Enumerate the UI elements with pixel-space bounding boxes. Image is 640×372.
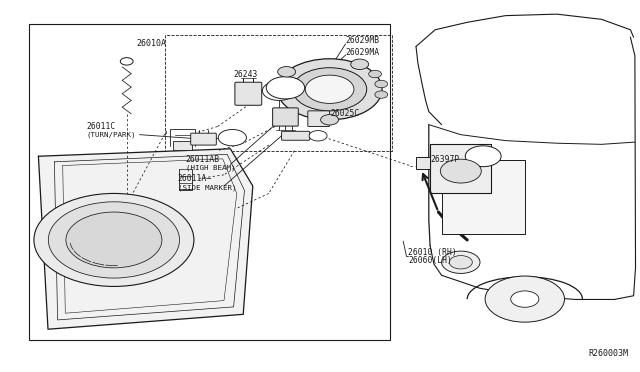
- Text: 26060(LH): 26060(LH): [408, 256, 452, 265]
- Circle shape: [351, 59, 369, 70]
- Circle shape: [511, 291, 539, 307]
- Circle shape: [278, 67, 296, 77]
- Circle shape: [440, 159, 481, 183]
- Text: 26011AB: 26011AB: [186, 155, 220, 164]
- Circle shape: [120, 58, 133, 65]
- Text: 26011C: 26011C: [86, 122, 116, 131]
- Circle shape: [49, 202, 179, 278]
- Text: R260003M: R260003M: [589, 349, 628, 358]
- Bar: [416, 157, 430, 169]
- Circle shape: [34, 193, 194, 286]
- Circle shape: [292, 68, 367, 111]
- Circle shape: [369, 70, 381, 78]
- Circle shape: [321, 115, 339, 125]
- Bar: [442, 160, 525, 234]
- Text: 26025C: 26025C: [330, 109, 360, 118]
- Text: 26011A—: 26011A—: [178, 174, 212, 183]
- Circle shape: [375, 80, 388, 88]
- Circle shape: [262, 81, 296, 100]
- Circle shape: [449, 256, 472, 269]
- Circle shape: [375, 91, 388, 98]
- Bar: [29, 24, 390, 340]
- Bar: [173, 141, 192, 150]
- Circle shape: [277, 59, 382, 120]
- Circle shape: [218, 129, 246, 146]
- Text: (TURN/PARK): (TURN/PARK): [86, 132, 136, 138]
- Circle shape: [309, 131, 327, 141]
- Text: (HIGH BEAM): (HIGH BEAM): [186, 165, 235, 171]
- Circle shape: [485, 276, 564, 322]
- Polygon shape: [38, 149, 253, 329]
- Text: 26029MA: 26029MA: [346, 48, 380, 57]
- FancyBboxPatch shape: [235, 82, 262, 105]
- Circle shape: [442, 251, 480, 273]
- Circle shape: [305, 75, 354, 103]
- Text: 26243: 26243: [234, 70, 258, 79]
- FancyBboxPatch shape: [273, 108, 298, 126]
- Text: 26397P: 26397P: [430, 155, 460, 164]
- Text: 26010 (RH): 26010 (RH): [408, 248, 457, 257]
- Text: (SIDE MARKER): (SIDE MARKER): [178, 185, 236, 191]
- Bar: [165, 35, 392, 151]
- FancyBboxPatch shape: [282, 131, 310, 140]
- Text: 26010A: 26010A: [136, 39, 166, 48]
- FancyBboxPatch shape: [191, 133, 216, 145]
- Circle shape: [66, 212, 162, 268]
- Circle shape: [266, 77, 305, 99]
- Circle shape: [465, 146, 501, 167]
- FancyBboxPatch shape: [308, 111, 330, 126]
- Text: 26029MB: 26029MB: [346, 36, 380, 45]
- Bar: [430, 144, 491, 193]
